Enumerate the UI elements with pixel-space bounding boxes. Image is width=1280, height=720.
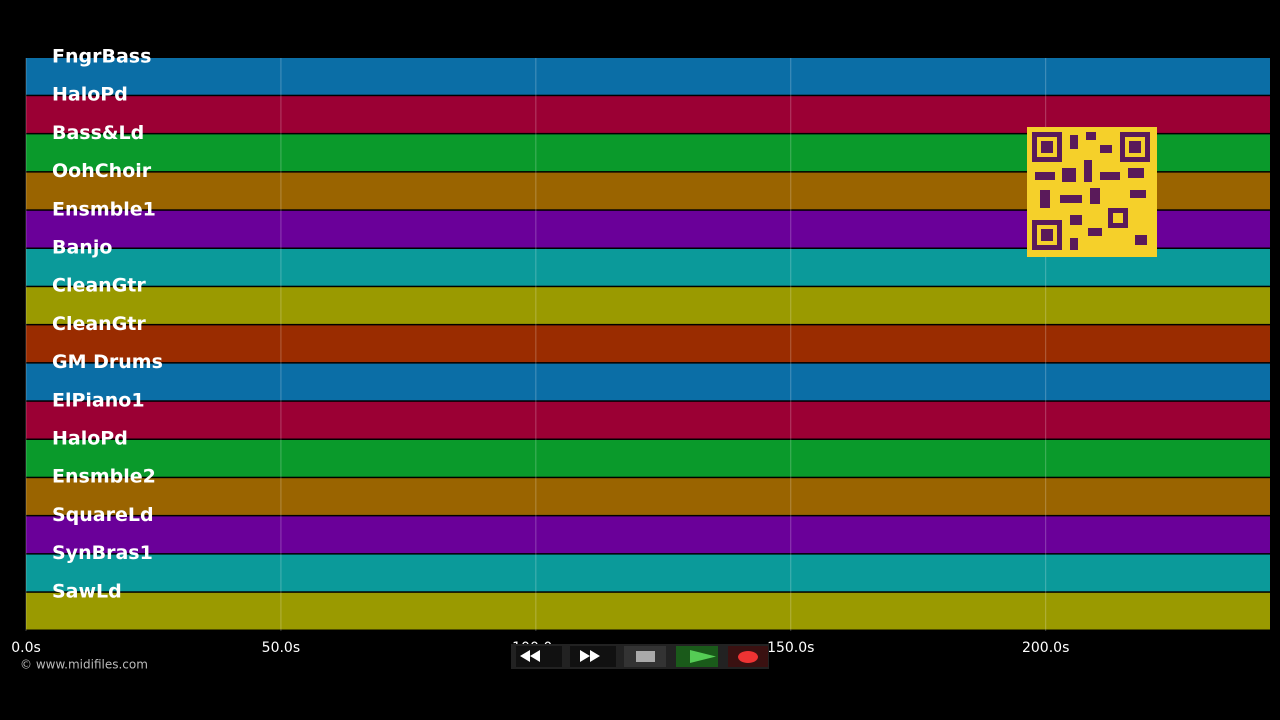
track-label: CleanGtr	[52, 313, 146, 335]
track-label: SawLd	[52, 580, 122, 602]
forward-button[interactable]	[570, 646, 616, 667]
rewind-button[interactable]	[516, 646, 562, 667]
track-label: OohChoir	[52, 160, 152, 182]
track-label: Bass&Ld	[52, 122, 144, 144]
track-label: HaloPd	[52, 84, 128, 106]
track-band	[26, 440, 1270, 477]
track-label: SquareLd	[52, 504, 154, 526]
track-label: FngrBass	[52, 46, 151, 68]
track-label: GM Drums	[52, 351, 163, 373]
track-band	[26, 516, 1270, 554]
track-band	[26, 96, 1270, 133]
time-tick-label: 150.0s	[767, 640, 814, 656]
track-band	[26, 401, 1270, 439]
track-band	[26, 363, 1270, 401]
transport-controls	[511, 644, 769, 669]
time-tick-label: 0.0s	[11, 640, 41, 656]
track-label: HaloPd	[52, 428, 128, 450]
track-band	[26, 325, 1270, 363]
qr-code	[1027, 127, 1157, 257]
track-label: SynBras1	[52, 542, 153, 564]
copyright: © www.midifiles.com	[20, 658, 148, 672]
time-tick-label: 200.0s	[1022, 640, 1069, 656]
track-label: Ensmble2	[52, 466, 156, 488]
track-band	[26, 58, 1270, 95]
time-tick-label: 50.0s	[262, 640, 300, 656]
track-band	[26, 287, 1270, 324]
track-band	[26, 554, 1270, 592]
track-label: Ensmble1	[52, 198, 156, 220]
record-button[interactable]	[728, 646, 768, 667]
track-band	[26, 478, 1270, 515]
track-label: ElPiano1	[52, 389, 145, 411]
stop-button[interactable]	[624, 646, 666, 667]
play-button[interactable]	[676, 646, 718, 667]
track-labels: FngrBass HaloPd Bass&Ld OohChoir Ensmble1 Ban…	[52, 46, 163, 603]
track-label: Banjo	[52, 237, 112, 259]
track-band	[26, 592, 1270, 630]
track-label: CleanGtr	[52, 275, 146, 297]
